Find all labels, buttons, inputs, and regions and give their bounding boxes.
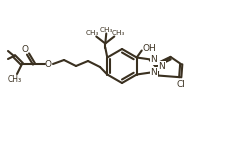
Text: N: N: [158, 61, 164, 71]
Text: OH: OH: [142, 44, 156, 53]
Text: CH₃: CH₃: [8, 74, 22, 84]
Text: CH₃: CH₃: [85, 30, 99, 36]
Text: O: O: [44, 59, 51, 69]
Text: O: O: [21, 44, 28, 54]
Text: CH₃: CH₃: [111, 30, 124, 36]
Text: N: N: [150, 55, 156, 64]
Text: N: N: [150, 68, 156, 77]
Text: CH₃: CH₃: [99, 26, 112, 33]
Text: Cl: Cl: [176, 80, 185, 89]
